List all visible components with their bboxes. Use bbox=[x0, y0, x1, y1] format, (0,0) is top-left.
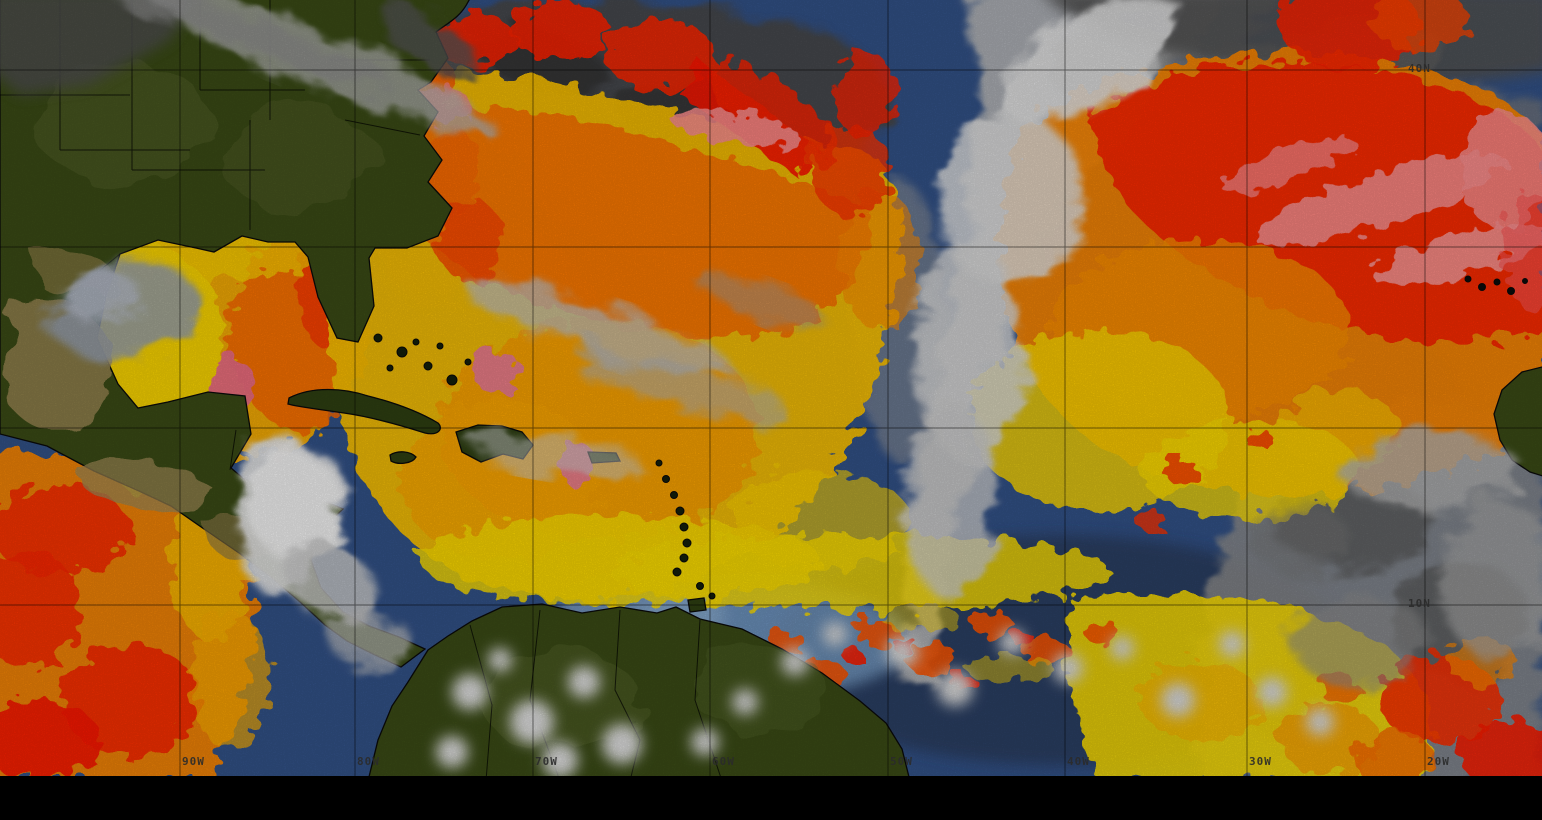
satellite-map: 90W 80W 70W 60W 50W 40W 30W 20W 40N 10N bbox=[0, 0, 1542, 776]
bottom-annotation-bar: LESS <----- DRY AIR (LOW/MID-LEVEL) AND/… bbox=[0, 776, 1542, 820]
satellite-map-art bbox=[0, 0, 1542, 776]
graticule bbox=[0, 0, 1542, 776]
grain-texture bbox=[0, 0, 1542, 776]
